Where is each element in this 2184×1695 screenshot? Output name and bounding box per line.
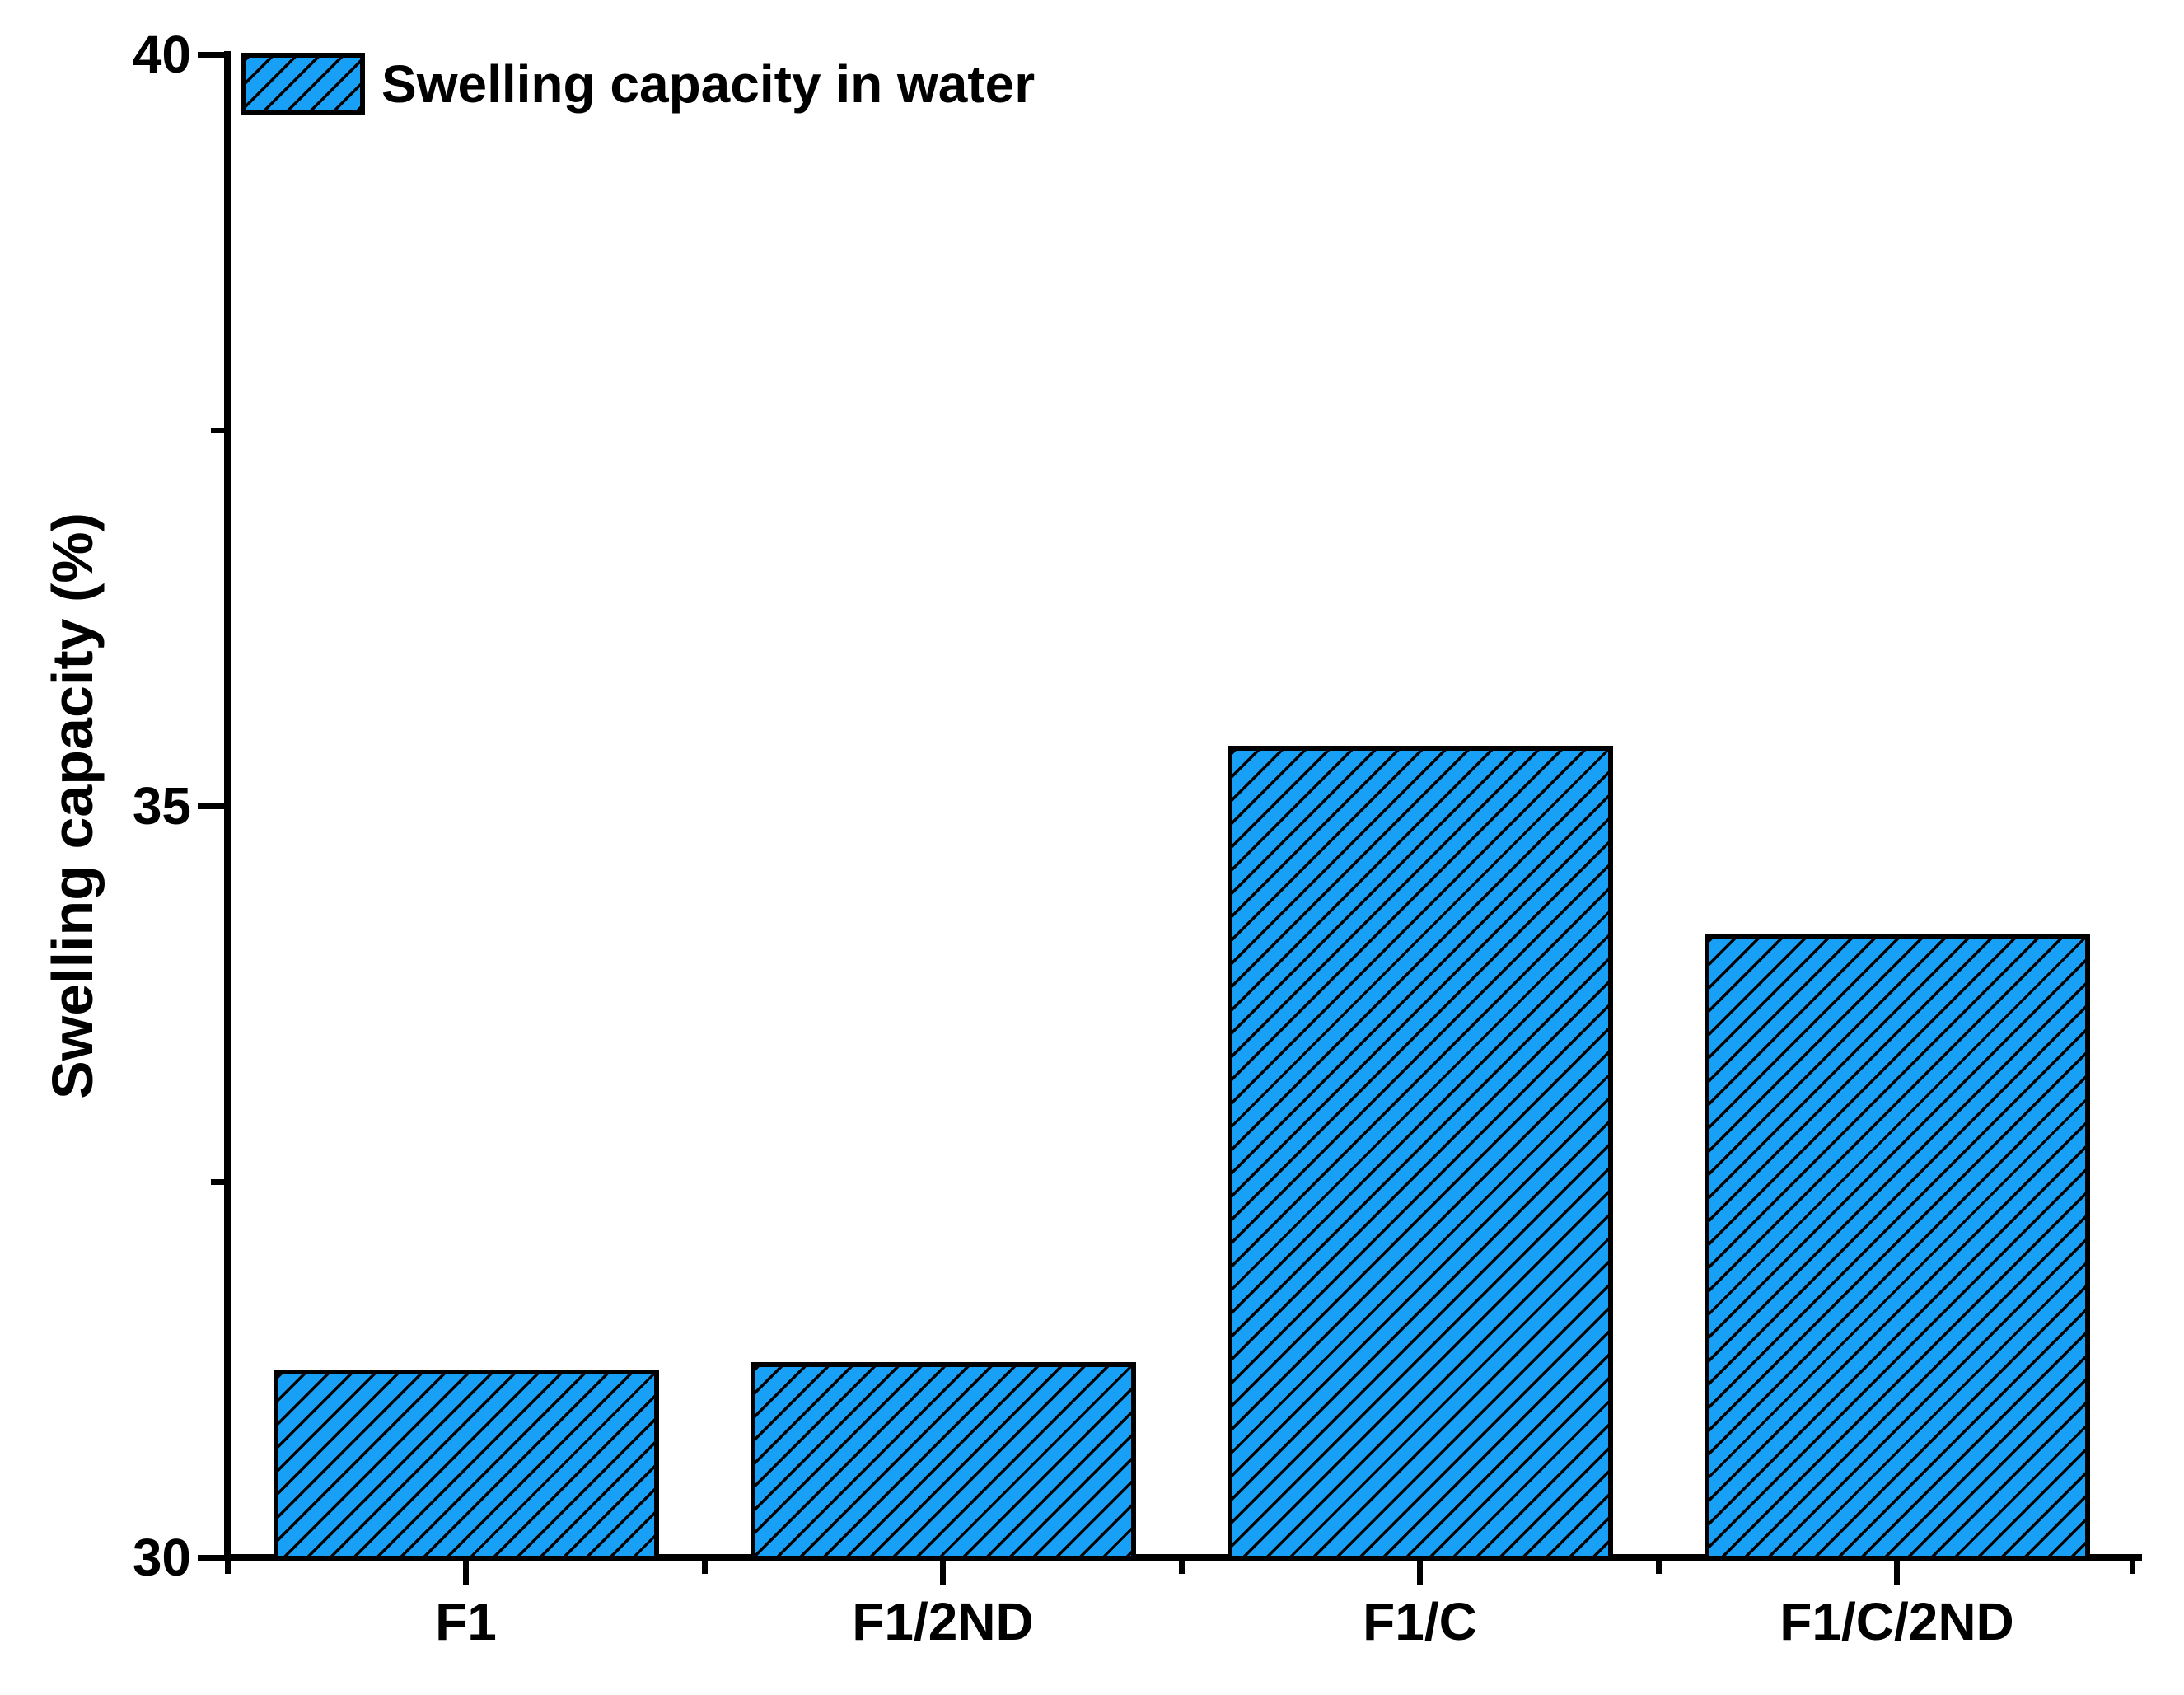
x-tick-minor [2130,1561,2135,1574]
y-tick-minor [211,427,226,433]
x-tick-major [1417,1561,1423,1585]
y-axis-line [224,51,231,1561]
x-tick-major [940,1561,946,1585]
x-tick-label: F1 [435,1592,497,1651]
x-axis-line [224,1554,2142,1561]
y-tick-minor [211,1178,226,1185]
y-tick-label: 35 [132,776,191,836]
legend-label: Swelling capacity in water [381,54,1036,114]
bar-f1 [273,1370,659,1561]
bar-f1-c [1227,746,1613,1561]
x-tick-label: F1/C/2ND [1779,1592,2014,1651]
x-tick-major [1894,1561,1900,1585]
bar-f1-2nd [750,1361,1136,1561]
bar-f1-c-2nd [1704,934,2090,1561]
x-tick-minor [1655,1561,1662,1574]
x-tick-major [463,1561,469,1585]
y-tick-label: 40 [132,25,191,84]
legend-swatch-hatched [241,53,365,115]
y-tick-major [198,51,226,58]
legend: Swelling capacity in water [241,53,1035,115]
x-tick-minor [701,1561,708,1574]
y-tick-label: 30 [132,1528,191,1587]
y-tick-major [198,803,226,809]
y-tick-major [198,1554,226,1561]
x-tick-minor [224,1561,231,1574]
x-tick-label: F1/C [1363,1592,1477,1651]
x-tick-label: F1/2ND [852,1592,1034,1651]
x-tick-minor [1178,1561,1185,1574]
